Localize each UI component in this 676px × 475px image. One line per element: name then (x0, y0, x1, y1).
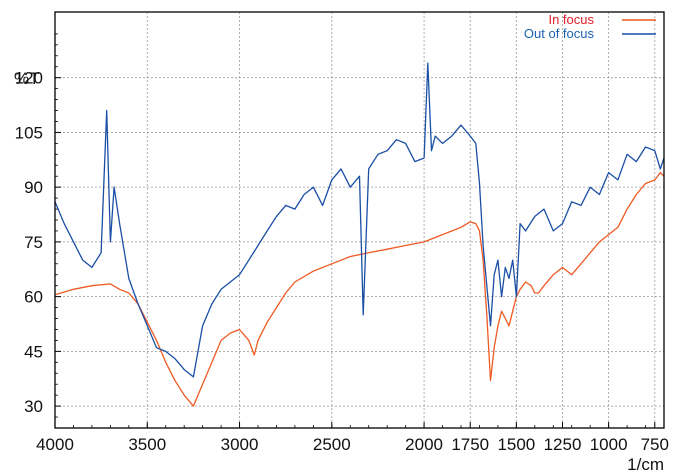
y-tick-label: 120 (15, 69, 43, 88)
series-line-in-focus (54, 171, 665, 407)
gridlines (54, 12, 664, 428)
x-tick-label: 1750 (451, 435, 489, 454)
x-tick-label: 2000 (405, 435, 443, 454)
y-tick-label: 105 (15, 123, 43, 142)
y-axis-label: %T (14, 69, 40, 88)
series-line-out-of-focus (54, 62, 665, 378)
x-tick-label: 2500 (313, 435, 351, 454)
legend-label: In focus (548, 12, 594, 27)
x-tick-label: 3000 (221, 435, 259, 454)
x-tick-label: 750 (641, 435, 669, 454)
y-tick-label: 90 (24, 178, 43, 197)
y-tick-labels: 30 45 60 75 90 105 120 (15, 69, 43, 416)
y-tick-label: 30 (24, 397, 43, 416)
x-tick-label: 4000 (36, 435, 74, 454)
x-tick-label: 1500 (497, 435, 535, 454)
x-tick-label: 1000 (590, 435, 628, 454)
x-tick-label: 3500 (128, 435, 166, 454)
axis-ticks (54, 33, 665, 428)
y-tick-label: 75 (24, 233, 43, 252)
x-tick-label: 1250 (544, 435, 582, 454)
x-tick-labels: 4000 3500 3000 2500 2000 1750 1500 1250 1000 750 (36, 435, 669, 454)
series-layer (54, 62, 665, 407)
legend-label: Out of focus (524, 26, 595, 41)
x-axis-label: 1/cm (627, 455, 664, 474)
plot-frame (54, 11, 665, 429)
y-tick-label: 45 (24, 342, 43, 361)
y-tick-label: 60 (24, 288, 43, 307)
